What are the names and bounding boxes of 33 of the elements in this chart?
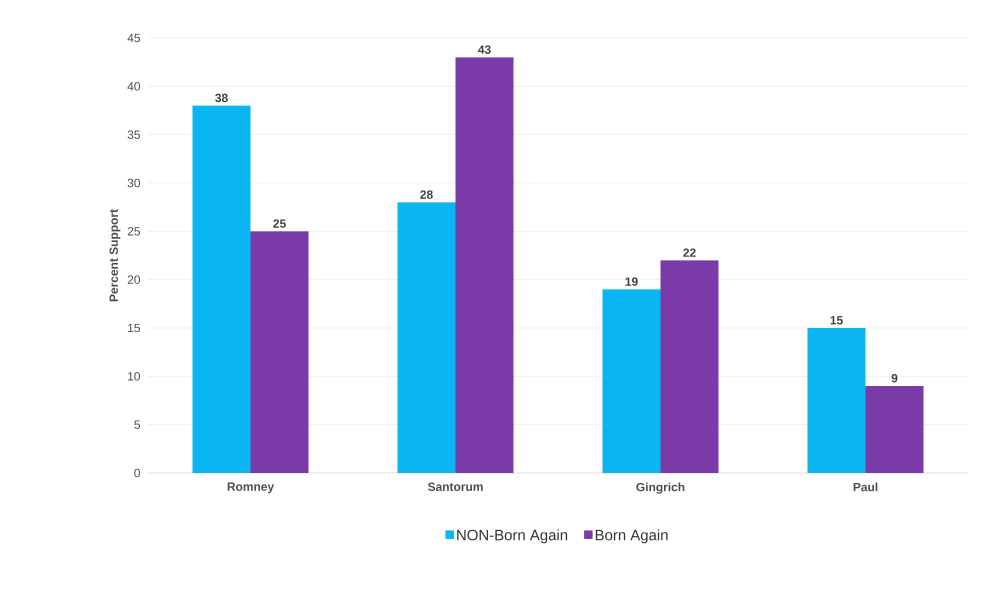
legend-label: NON-Born Again — [457, 529, 568, 544]
x-tick-label: Romney — [228, 482, 274, 494]
data-label: 25 — [273, 219, 286, 228]
legend-label: Born Again — [596, 529, 668, 544]
bar — [866, 386, 924, 473]
y-tick-label: 30 — [128, 178, 140, 188]
bar — [397, 202, 456, 473]
x-tick-label: Paul — [854, 482, 878, 492]
y-tick-label: 20 — [128, 275, 140, 284]
data-label: 22 — [683, 248, 696, 257]
y-tick-label: 25 — [128, 227, 140, 236]
x-tick-label: Santorum — [428, 482, 483, 491]
data-label: 28 — [420, 190, 433, 199]
data-label: 43 — [478, 45, 491, 54]
data-label: 38 — [215, 94, 228, 102]
bar — [250, 231, 309, 473]
y-tick-label: 10 — [128, 372, 140, 381]
bar — [456, 57, 514, 473]
data-label: 15 — [830, 316, 843, 324]
y-tick-label: 5 — [134, 420, 140, 429]
bar — [807, 328, 866, 473]
bar — [192, 106, 250, 473]
x-tick-label: Gingrich — [636, 482, 684, 494]
y-tick-label: 35 — [128, 130, 140, 139]
y-tick-label: 0 — [134, 468, 140, 478]
bar — [602, 289, 661, 473]
y-tick-label: 40 — [127, 82, 140, 91]
data-label: 9 — [892, 374, 898, 382]
bar — [660, 260, 719, 473]
y-tick-label: 45 — [127, 34, 140, 42]
y-axis-title: Percent Support — [110, 209, 120, 302]
y-tick-label: 15 — [128, 324, 140, 332]
data-label: 19 — [626, 277, 638, 286]
